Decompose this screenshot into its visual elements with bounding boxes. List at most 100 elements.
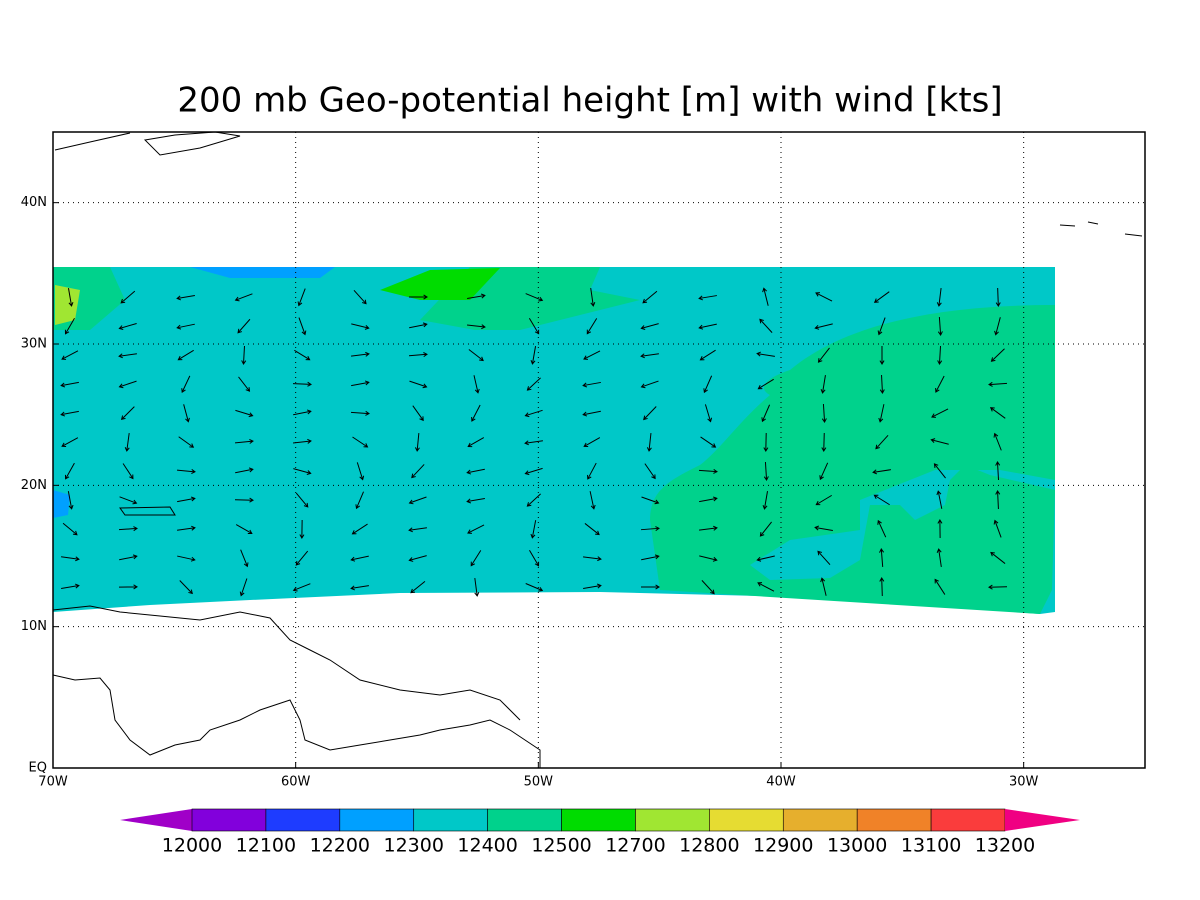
colorbar-label: 12700 bbox=[605, 835, 665, 857]
wind-arrow bbox=[118, 584, 138, 590]
wind-arrow bbox=[759, 521, 772, 537]
wind-arrow bbox=[241, 345, 247, 365]
wind-arrow bbox=[526, 377, 541, 391]
wind-arrow bbox=[524, 467, 543, 476]
wind-arrow bbox=[873, 291, 890, 303]
wind-arrow bbox=[640, 526, 660, 532]
coastline bbox=[52, 605, 521, 721]
colorbar-swatch bbox=[1005, 809, 1080, 831]
wind-arrow bbox=[936, 548, 942, 567]
wind-arrow bbox=[466, 497, 485, 504]
wind-arrow bbox=[761, 404, 771, 423]
wind-arrow bbox=[877, 519, 887, 538]
colorbar-swatch bbox=[265, 808, 341, 832]
field-region bbox=[190, 267, 335, 278]
wind-arrow bbox=[351, 523, 368, 535]
wind-arrow bbox=[699, 525, 718, 531]
wind-arrow bbox=[937, 519, 943, 539]
wind-arrow bbox=[815, 292, 833, 302]
wind-arrow bbox=[820, 375, 826, 394]
wind-arrow bbox=[994, 317, 1001, 336]
wind-arrow bbox=[589, 491, 596, 510]
colorbar-swatch bbox=[856, 808, 932, 832]
colorbar-swatch bbox=[782, 808, 858, 832]
wind-arrow bbox=[292, 381, 312, 387]
x-tick-label: 60W bbox=[281, 775, 311, 790]
colorbar-swatch bbox=[120, 809, 192, 831]
colorbar-label: 12100 bbox=[236, 835, 296, 857]
wind-arrow bbox=[930, 438, 949, 445]
wind-arrow bbox=[993, 519, 1002, 538]
wind-arrow bbox=[525, 583, 544, 592]
x-tick-label: 70W bbox=[38, 775, 68, 790]
wind-arrow bbox=[293, 409, 312, 416]
wind-arrow bbox=[698, 295, 717, 301]
wind-arrow bbox=[815, 494, 832, 506]
wind-arrow bbox=[817, 550, 831, 566]
colorbar-label: 12500 bbox=[531, 835, 591, 857]
wind-arrow bbox=[935, 375, 945, 393]
colorbar-label: 13200 bbox=[975, 835, 1035, 857]
wind-arrow bbox=[294, 349, 311, 361]
field-region bbox=[55, 285, 80, 325]
wind-arrow bbox=[411, 464, 425, 479]
wind-arrow bbox=[990, 551, 1006, 564]
wind-arrow bbox=[350, 555, 369, 562]
wind-arrow bbox=[586, 318, 598, 335]
wind-arrow bbox=[64, 462, 75, 480]
wind-arrow bbox=[699, 349, 716, 361]
coastline bbox=[143, 131, 241, 156]
field-region bbox=[650, 305, 1055, 614]
wind-arrow bbox=[699, 555, 718, 562]
wind-arrow bbox=[235, 524, 253, 535]
wind-arrow bbox=[408, 496, 427, 505]
wind-arrow bbox=[61, 437, 79, 447]
wind-arrow bbox=[763, 432, 769, 452]
wind-arrow bbox=[408, 527, 427, 533]
colorbar-swatch bbox=[709, 808, 784, 832]
wind-arrow bbox=[934, 578, 946, 595]
wind-arrow bbox=[640, 323, 659, 330]
wind-arrow bbox=[61, 583, 80, 589]
wind-arrow bbox=[299, 519, 305, 539]
wind-arrow bbox=[67, 288, 74, 307]
colorbar-label: 12400 bbox=[457, 835, 517, 857]
wind-arrow bbox=[763, 461, 769, 481]
wind-arrow bbox=[118, 526, 138, 532]
coastline bbox=[52, 674, 541, 768]
wind-arrow bbox=[995, 287, 1001, 307]
wind-arrow bbox=[640, 380, 659, 389]
wind-arrow bbox=[646, 432, 652, 452]
wind-arrow bbox=[351, 380, 370, 387]
x-tick-label: 40W bbox=[766, 775, 796, 790]
wind-arrow bbox=[762, 287, 769, 306]
colorbar-swatch bbox=[191, 808, 267, 832]
wind-arrow bbox=[529, 549, 540, 567]
wind-arrow bbox=[582, 381, 601, 388]
wind-arrow bbox=[817, 347, 830, 363]
x-tick-label: 50W bbox=[524, 775, 554, 790]
field-region bbox=[53, 490, 70, 518]
wind-arrow bbox=[176, 295, 195, 301]
wind-arrow bbox=[178, 436, 195, 448]
wind-arrow bbox=[988, 584, 1008, 590]
wind-arrow bbox=[873, 494, 890, 506]
wind-arrow bbox=[698, 468, 718, 474]
wind-arrow bbox=[471, 404, 481, 422]
height-field bbox=[53, 267, 1055, 614]
wind-arrow bbox=[879, 345, 885, 365]
wind-arrow bbox=[583, 583, 602, 590]
wind-arrow bbox=[356, 462, 365, 481]
coastline bbox=[1059, 221, 1143, 237]
wind-arrow bbox=[124, 433, 130, 452]
wind-arrow bbox=[821, 403, 827, 423]
wind-arrow bbox=[412, 405, 424, 422]
wind-arrow bbox=[879, 577, 885, 597]
wind-arrow bbox=[819, 462, 829, 481]
wind-arrow bbox=[179, 580, 193, 595]
y-tick-label: 30N bbox=[21, 337, 47, 352]
wind-arrow bbox=[350, 585, 369, 591]
colorbar-swatch bbox=[413, 808, 488, 832]
wind-arrow bbox=[701, 580, 715, 595]
wind-arrow bbox=[473, 375, 480, 394]
